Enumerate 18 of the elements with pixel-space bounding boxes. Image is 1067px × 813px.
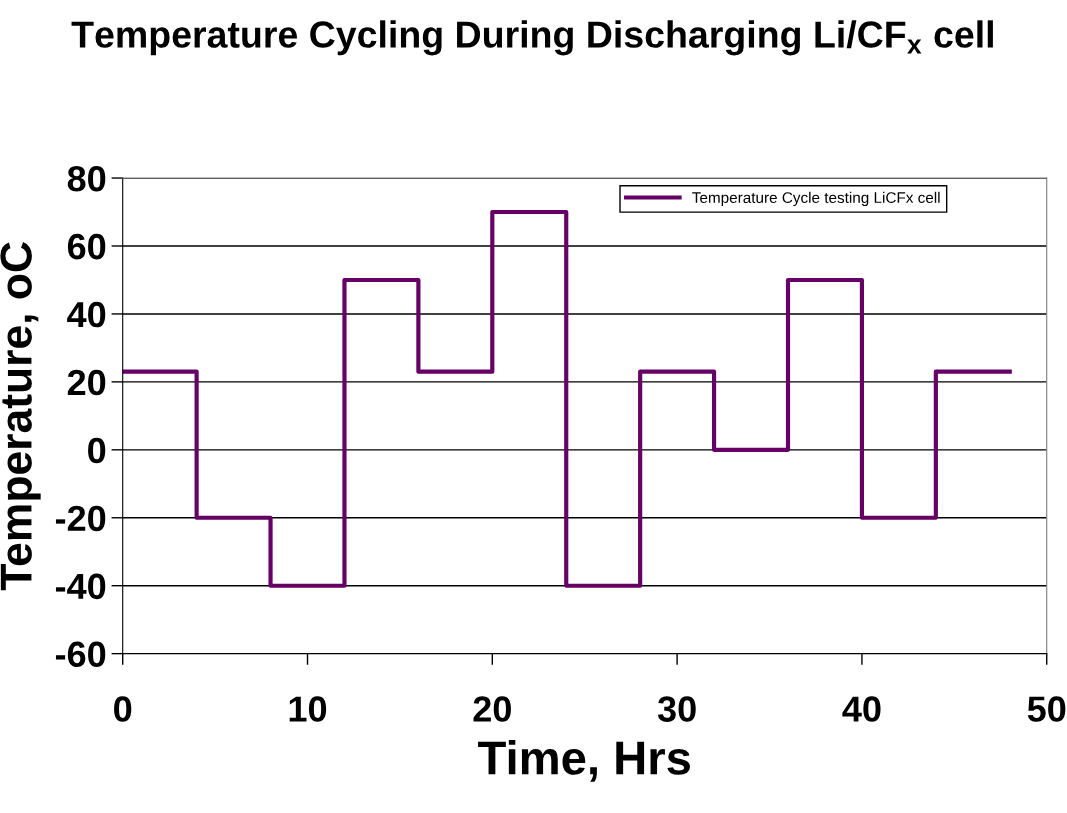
chart-title: Temperature Cycling During Discharging Li/CF$_{x}$ cell <box>71 20 993 56</box>
y-tick-label: 80 <box>67 165 106 192</box>
y-tick-label: 40 <box>67 301 106 328</box>
x-tick-label: 40 <box>842 696 881 722</box>
x-tick-label: 30 <box>657 696 696 722</box>
x-tick-label: 10 <box>289 696 327 722</box>
y-tick-label: -60 <box>55 641 106 668</box>
y-tick-label: 0 <box>88 437 106 464</box>
x-tick-label: 50 <box>1027 696 1066 722</box>
x-tick-label: 0 <box>114 696 132 722</box>
y-axis-title: Temperature, oC <box>0 242 41 591</box>
y-tick-label: 20 <box>67 369 106 396</box>
y-tick-label: -40 <box>55 573 106 600</box>
x-axis-title: Time, Hrs <box>478 740 690 782</box>
x-tick-label: 20 <box>473 696 511 722</box>
legend-label: Temperature Cycle testing LiCFx cell <box>692 191 940 207</box>
y-tick-label: -20 <box>55 505 106 532</box>
y-tick-label: 60 <box>67 233 106 260</box>
